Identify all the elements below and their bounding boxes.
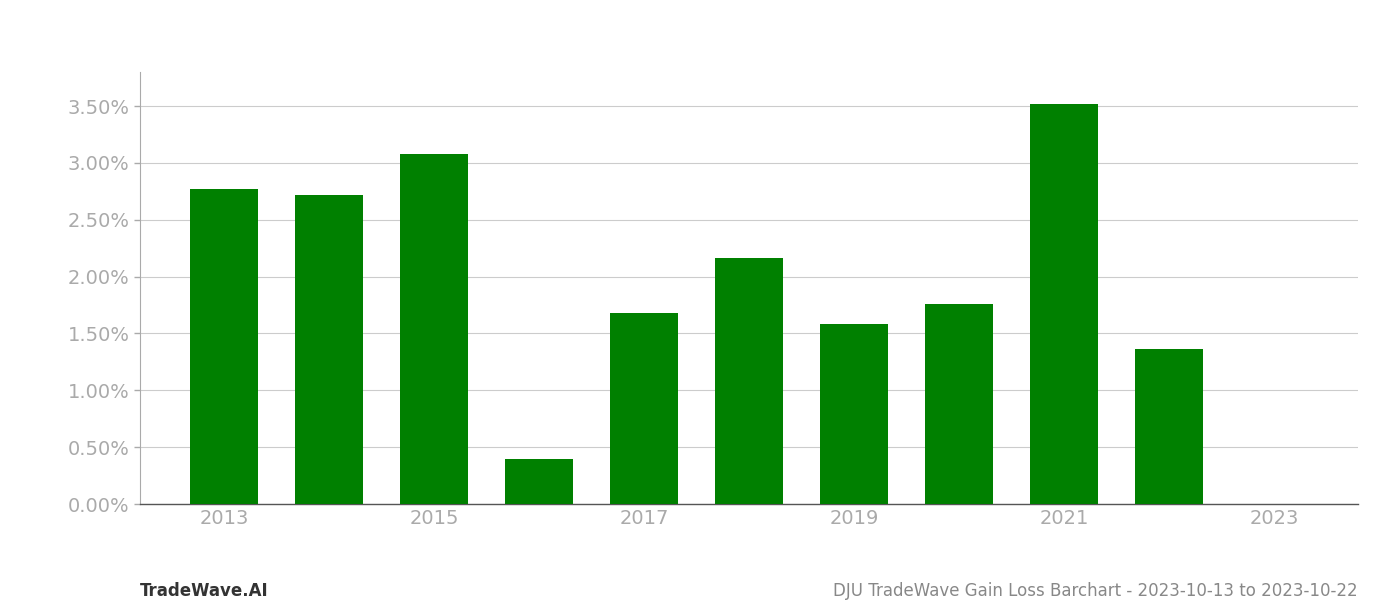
Bar	[610, 313, 678, 504]
Bar	[715, 259, 783, 504]
Bar	[505, 458, 573, 504]
Bar	[190, 189, 258, 504]
Bar	[295, 195, 363, 504]
Bar	[925, 304, 993, 504]
Bar	[400, 154, 468, 504]
Text: DJU TradeWave Gain Loss Barchart - 2023-10-13 to 2023-10-22: DJU TradeWave Gain Loss Barchart - 2023-…	[833, 582, 1358, 600]
Bar	[1135, 349, 1203, 504]
Bar	[820, 325, 888, 504]
Bar	[1030, 104, 1098, 504]
Text: TradeWave.AI: TradeWave.AI	[140, 582, 269, 600]
